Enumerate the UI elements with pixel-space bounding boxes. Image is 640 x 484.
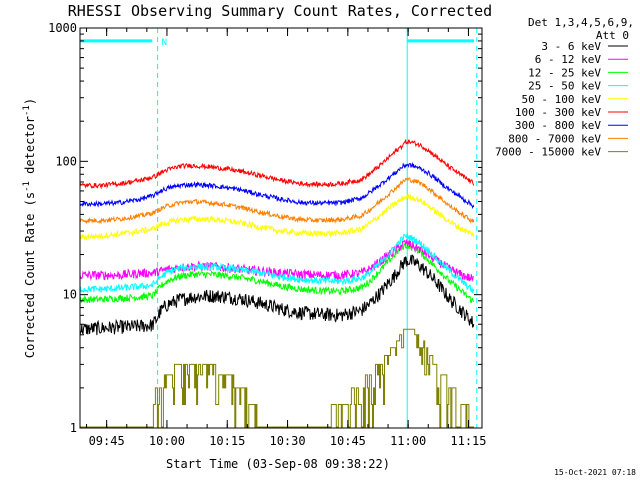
legend-entry-label: 100 - 300 keV: [515, 106, 601, 119]
series-trace: [79, 194, 475, 242]
y-label-part-2: detector: [23, 116, 37, 181]
x-axis-label: Start Time (03-Sep-08 09:38:22): [166, 457, 390, 471]
y-label-part-3: ): [23, 98, 37, 105]
plot-area: N: [79, 28, 478, 428]
series-trace: [79, 254, 475, 336]
x-tick-label: 11:15: [450, 434, 486, 448]
plot-frame: [79, 27, 483, 429]
x-tick-label: 11:00: [390, 434, 426, 448]
legend-entry-label: 6 - 12 keV: [535, 53, 602, 66]
series-trace: [79, 242, 475, 303]
x-tick-label: 09:45: [89, 434, 125, 448]
series-trace: [79, 177, 475, 225]
x-tick-label: 10:45: [330, 434, 366, 448]
x-tick-label: 10:30: [269, 434, 305, 448]
legend-entry-label: 3 - 6 keV: [541, 40, 601, 53]
legend-entry-label: 25 - 50 keV: [528, 80, 601, 93]
x-tick-label: 10:15: [209, 434, 245, 448]
legend-header-line1: Det 1,3,4,5,6,9,: [528, 16, 634, 29]
x-tick-label: 10:00: [149, 434, 185, 448]
series-trace: [80, 328, 474, 428]
y-tick-label: 1: [70, 421, 77, 435]
series-trace: [79, 239, 474, 282]
annotation-label: N: [162, 38, 167, 48]
legend-entry-label: 12 - 25 keV: [528, 66, 601, 79]
legend-entry-label: 50 - 100 keV: [522, 93, 602, 106]
series-trace: [79, 232, 475, 294]
axes: 1 10 100 1000 09:45 10:00 10:15 10:30 10:45 11:00…: [48, 21, 486, 448]
y-tick-label: 100: [55, 154, 77, 168]
footer-timestamp: 15-Oct-2021 07:18: [554, 468, 636, 477]
y-tick-label: 1000: [48, 21, 77, 35]
y-label-sup-1: -1: [22, 181, 32, 192]
legend-header-line2: Att 0: [596, 29, 629, 42]
series-trace: [79, 161, 475, 209]
legend-entry-label: 800 - 7000 keV: [508, 132, 601, 145]
legend-entry-label: 300 - 800 keV: [515, 119, 601, 132]
y-label-sup-2: -1: [22, 105, 32, 116]
legend-entry-label: 7000 - 15000 keV: [495, 146, 601, 159]
series-trace: [79, 139, 475, 190]
y-tick-label: 10: [63, 288, 77, 302]
chart-title: RHESSI Observing Summary Count Rates, Co…: [68, 2, 492, 20]
y-label-part-1: Corrected Count Rate (s: [23, 192, 37, 358]
y-axis-label: Corrected Count Rate (s-1 detector-1): [22, 98, 37, 358]
